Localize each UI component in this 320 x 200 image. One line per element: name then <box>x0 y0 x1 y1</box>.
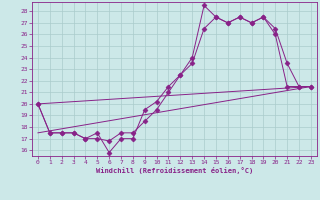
X-axis label: Windchill (Refroidissement éolien,°C): Windchill (Refroidissement éolien,°C) <box>96 167 253 174</box>
